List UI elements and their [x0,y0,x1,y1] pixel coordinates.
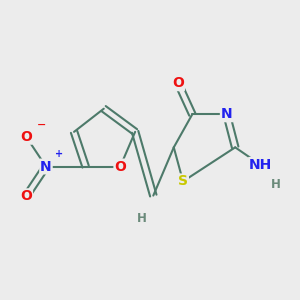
Text: NH: NH [249,158,272,172]
Text: N: N [40,160,52,173]
Text: S: S [178,174,188,188]
Text: −: − [37,119,46,130]
Text: O: O [114,160,126,173]
Text: H: H [271,178,281,191]
Text: O: O [20,189,32,203]
Text: N: N [221,107,232,121]
Text: O: O [172,76,184,90]
Text: H: H [137,212,147,225]
Text: O: O [20,130,32,144]
Text: +: + [55,148,63,159]
